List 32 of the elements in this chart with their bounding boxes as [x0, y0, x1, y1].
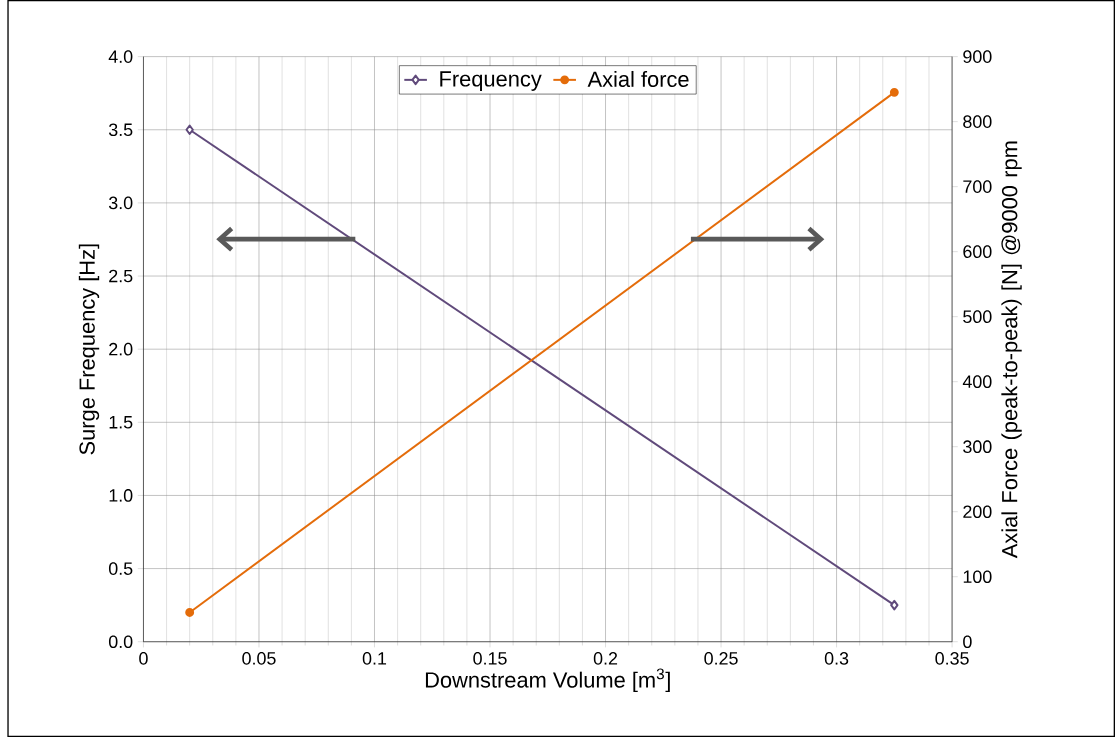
y2-tick-label: 400: [962, 375, 992, 388]
y2-tick-label: 600: [963, 245, 992, 258]
y-tick-label: 1.5: [109, 416, 133, 429]
y-tick-label: 2.5: [109, 269, 133, 283]
y-tick-label: 3.5: [108, 123, 133, 137]
x-tick-label: 0.35: [935, 652, 969, 665]
x-tick-label: 0.25: [704, 652, 738, 665]
y-axis-title: Surge Frequency [Hz]: [78, 244, 100, 455]
x-tick-label: 0.1: [362, 652, 387, 665]
x-tick-label: 0.15: [473, 652, 507, 665]
y2-tick-label: 300: [963, 440, 992, 453]
y2-tick-label: 500: [963, 310, 992, 323]
y-tick-label: 1.0: [109, 489, 133, 502]
x-axis-title: Downstream Volume [m$^{3}$]: [425, 668, 670, 692]
y-tick-label: 4.0: [108, 50, 133, 63]
y2-tick-label: 900: [963, 50, 992, 63]
y-tick-label: 2.0: [109, 342, 133, 356]
y-tick-label: 3.0: [108, 196, 133, 210]
y2-tick-label: 200: [963, 505, 992, 518]
y2-tick-label: 0: [963, 635, 972, 648]
x-tick-label: 0.05: [242, 652, 276, 665]
y-tick-label: 0.5: [108, 562, 133, 575]
x-tick-label: 0: [139, 652, 148, 665]
x-tick-label: 0.3: [824, 652, 849, 665]
y-tick-label: 0.0: [108, 635, 133, 648]
x-tick-label: 0.2: [593, 652, 618, 665]
y2-tick-label: 100: [963, 570, 992, 583]
legend-label: Axial force: [587, 70, 689, 87]
legend-label: Frequency: [440, 71, 542, 91]
y2-tick-label: 800: [963, 115, 992, 128]
y2-axis-title: Axial Force (peak-to-peak) [N] @9000 rpm: [1001, 141, 1022, 559]
y2-tick-label: 700: [963, 180, 992, 193]
